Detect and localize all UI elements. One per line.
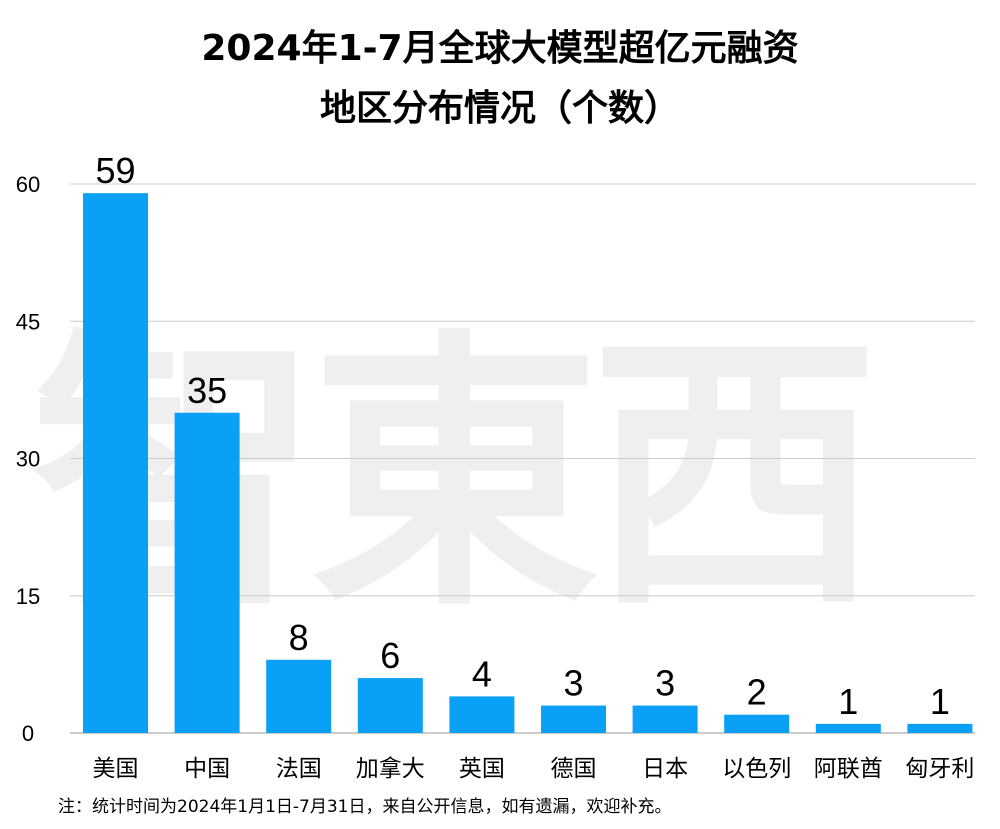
x-tick-label: 法国 [276, 756, 322, 782]
x-tick-label: 阿联酋 [814, 756, 883, 782]
bar [266, 659, 332, 733]
bar [83, 193, 148, 733]
x-tick-label: 以色列 [722, 756, 791, 782]
footnote: 注：统计时间为2024年1月1日-7月31日，来自公开信息，如有遗漏，欢迎补充。 [58, 797, 672, 817]
x-tick-label: 中国 [184, 756, 230, 782]
x-tick-label: 匈牙利 [905, 756, 974, 782]
data-label: 3 [655, 663, 675, 704]
bar [632, 705, 698, 733]
bar [724, 714, 790, 733]
y-tick-label: 60 [16, 172, 40, 197]
data-label: 4 [472, 653, 492, 694]
data-label: 35 [187, 370, 227, 411]
y-tick-label: 0 [22, 721, 34, 746]
data-label: 1 [838, 681, 858, 722]
data-label: 6 [380, 635, 400, 676]
chart-title: 2024年1-7月全球大模型超亿元融资 [201, 28, 799, 69]
x-tick-label: 德国 [551, 756, 597, 782]
bar [174, 412, 240, 733]
y-tick-label: 15 [16, 584, 40, 609]
x-tick-label: 美国 [93, 756, 139, 782]
bar [541, 705, 606, 733]
data-label: 3 [563, 663, 583, 704]
bar [907, 723, 973, 733]
bar [357, 678, 423, 733]
bar [815, 723, 881, 733]
y-tick-label: 30 [16, 447, 40, 472]
data-label: 1 [930, 681, 950, 722]
x-tick-label: 英国 [459, 756, 505, 782]
x-tick-label: 加拿大 [356, 755, 425, 782]
x-tick-label: 日本 [642, 756, 688, 782]
data-label: 59 [95, 150, 135, 191]
y-tick-label: 45 [16, 309, 40, 334]
chart-subtitle: 地区分布情况（个数） [319, 88, 680, 129]
bar [449, 696, 515, 733]
data-label: 8 [289, 617, 309, 658]
data-label: 2 [747, 672, 767, 713]
watermark: 智東西 [30, 308, 880, 645]
